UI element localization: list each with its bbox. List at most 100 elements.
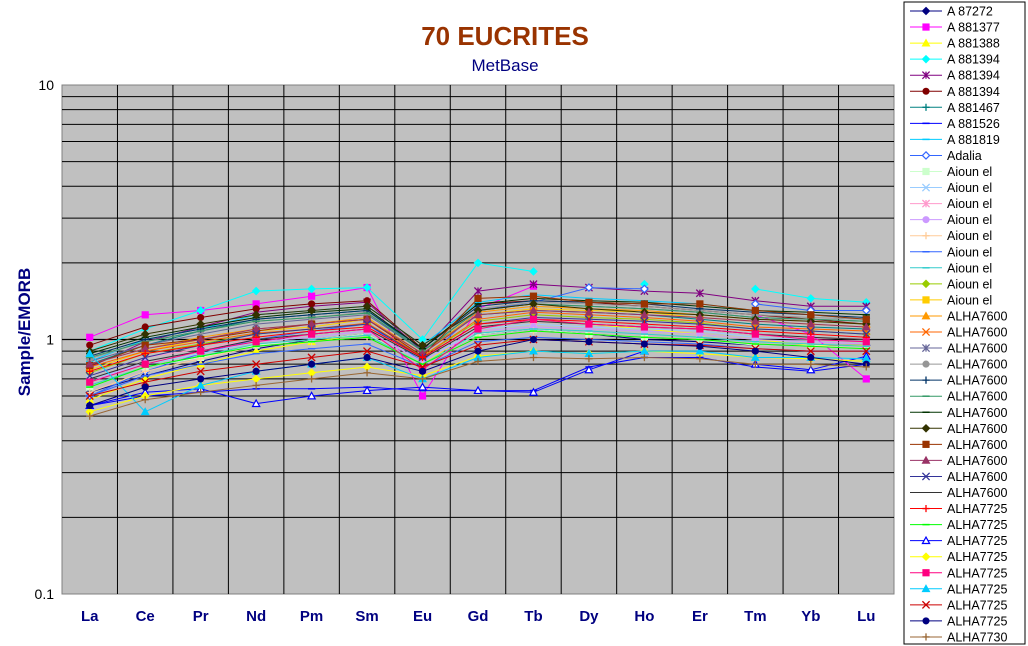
legend-label: ALHA7725: [947, 614, 1008, 628]
data-point: [921, 199, 931, 208]
data-point: [86, 378, 94, 386]
legend-entry: ALHA7600: [910, 406, 1008, 420]
data-point: [86, 402, 94, 410]
data-point: [141, 323, 149, 331]
legend-label: Adalia: [947, 149, 982, 163]
data-point: [529, 353, 538, 362]
data-point: [140, 407, 150, 416]
data-point: [141, 396, 149, 404]
data-point: [862, 315, 870, 323]
legend-label: ALHA7600: [947, 390, 1008, 404]
series: [85, 305, 871, 368]
x-tick-label: Nd: [246, 608, 266, 625]
x-tick-labels: La Ce Pr Nd Pm Sm Eu Gd Tb Dy Ho Er Tm Yb Lu: [81, 608, 875, 625]
legend: A 87272 A 881377 A 881388 A 881394 A 881394 A…: [910, 5, 1008, 644]
data-point: [696, 300, 704, 308]
legend-entry: ALHA7730: [910, 630, 1008, 644]
data-point: [85, 348, 95, 358]
legend-label: ALHA7725: [947, 566, 1008, 580]
legend-entry: Aioun el: [910, 229, 992, 243]
data-point: [584, 307, 594, 316]
data-point: [807, 353, 815, 362]
data-point: [921, 6, 931, 16]
legend-entry: ALHA7725: [910, 550, 1008, 564]
data-point: [308, 300, 316, 308]
data-point: [306, 391, 317, 400]
legend-entry: ALHA7600: [910, 454, 1008, 468]
legend-entry: A 881526: [910, 117, 1000, 131]
x-tick-label: Tb: [524, 608, 542, 625]
x-tick-label: Yb: [801, 608, 820, 625]
data-point: [251, 324, 261, 333]
x-tick-label: Eu: [413, 608, 432, 625]
legend-entry: A 881388: [910, 37, 1000, 51]
legend-entry: ALHA7600: [910, 374, 1008, 388]
data-point: [473, 258, 483, 268]
legend-entry: A 881394: [910, 85, 1000, 99]
legend-label: ALHA7725: [947, 518, 1008, 532]
data-point: [921, 71, 931, 80]
data-point: [418, 392, 427, 400]
legend-entry: ALHA7725: [910, 598, 1008, 612]
data-point: [529, 292, 538, 300]
legend-entry: ALHA7600: [910, 309, 1008, 323]
x-tick-label: Pm: [300, 608, 323, 625]
data-point: [921, 600, 931, 609]
data-point: [252, 381, 260, 390]
data-point: [922, 360, 930, 368]
data-point: [473, 341, 483, 350]
legend-label: ALHA7600: [947, 454, 1008, 468]
chart-subtitle: MetBase: [471, 56, 538, 75]
data-point: [921, 151, 931, 160]
legend-label: ALHA7600: [947, 422, 1008, 436]
series: [85, 346, 871, 416]
legend-entry: Aioun el: [910, 277, 992, 291]
legend-label: ALHA7725: [947, 582, 1008, 596]
legend-label: ALHA7730: [947, 630, 1008, 644]
data-point: [585, 298, 593, 306]
data-point: [196, 380, 206, 389]
data-point: [585, 338, 593, 346]
data-point: [807, 311, 815, 319]
chart-title: 70 EUCRITES: [421, 21, 589, 51]
legend-label: A 881819: [947, 133, 1000, 147]
legend-entry: A 87272: [910, 5, 993, 19]
legend-entry: Aioun el: [910, 165, 992, 179]
data-point: [922, 617, 930, 625]
legend-label: Aioun el: [947, 197, 992, 211]
legend-entry: ALHA7725: [910, 614, 1008, 628]
legend-entry: A 881467: [910, 101, 1000, 115]
data-point: [922, 216, 930, 224]
x-tick-label: Dy: [579, 608, 599, 625]
legend-label: Aioun el: [947, 229, 992, 243]
data-point: [862, 347, 871, 356]
data-point: [362, 283, 372, 292]
data-point: [862, 363, 870, 371]
legend-entry: A 881394: [910, 53, 1000, 67]
data-point: [585, 355, 593, 363]
data-point: [417, 382, 428, 391]
data-point: [363, 353, 371, 362]
data-point: [807, 335, 815, 344]
data-point: [922, 87, 930, 95]
series: [86, 315, 870, 386]
data-point: [750, 352, 760, 361]
data-point: [197, 375, 205, 383]
legend-entry: A 881819: [910, 133, 1000, 147]
data-point: [862, 375, 870, 383]
data-point: [308, 330, 316, 338]
data-point: [921, 535, 931, 545]
data-point: [640, 323, 648, 331]
data-point: [529, 305, 538, 314]
legend-entry: ALHA7600: [910, 342, 1008, 356]
data-point: [751, 330, 759, 338]
data-point: [529, 280, 538, 289]
legend-entry: ALHA7600: [910, 390, 1008, 404]
legend-entry: ALHA7725: [910, 534, 1008, 548]
legend-label: Aioun el: [947, 245, 992, 259]
data-point: [418, 353, 427, 362]
data-point: [529, 335, 538, 344]
y-tick-label: 0.1: [35, 586, 55, 602]
legend-label: A 881526: [947, 117, 1000, 131]
data-point: [751, 360, 759, 368]
